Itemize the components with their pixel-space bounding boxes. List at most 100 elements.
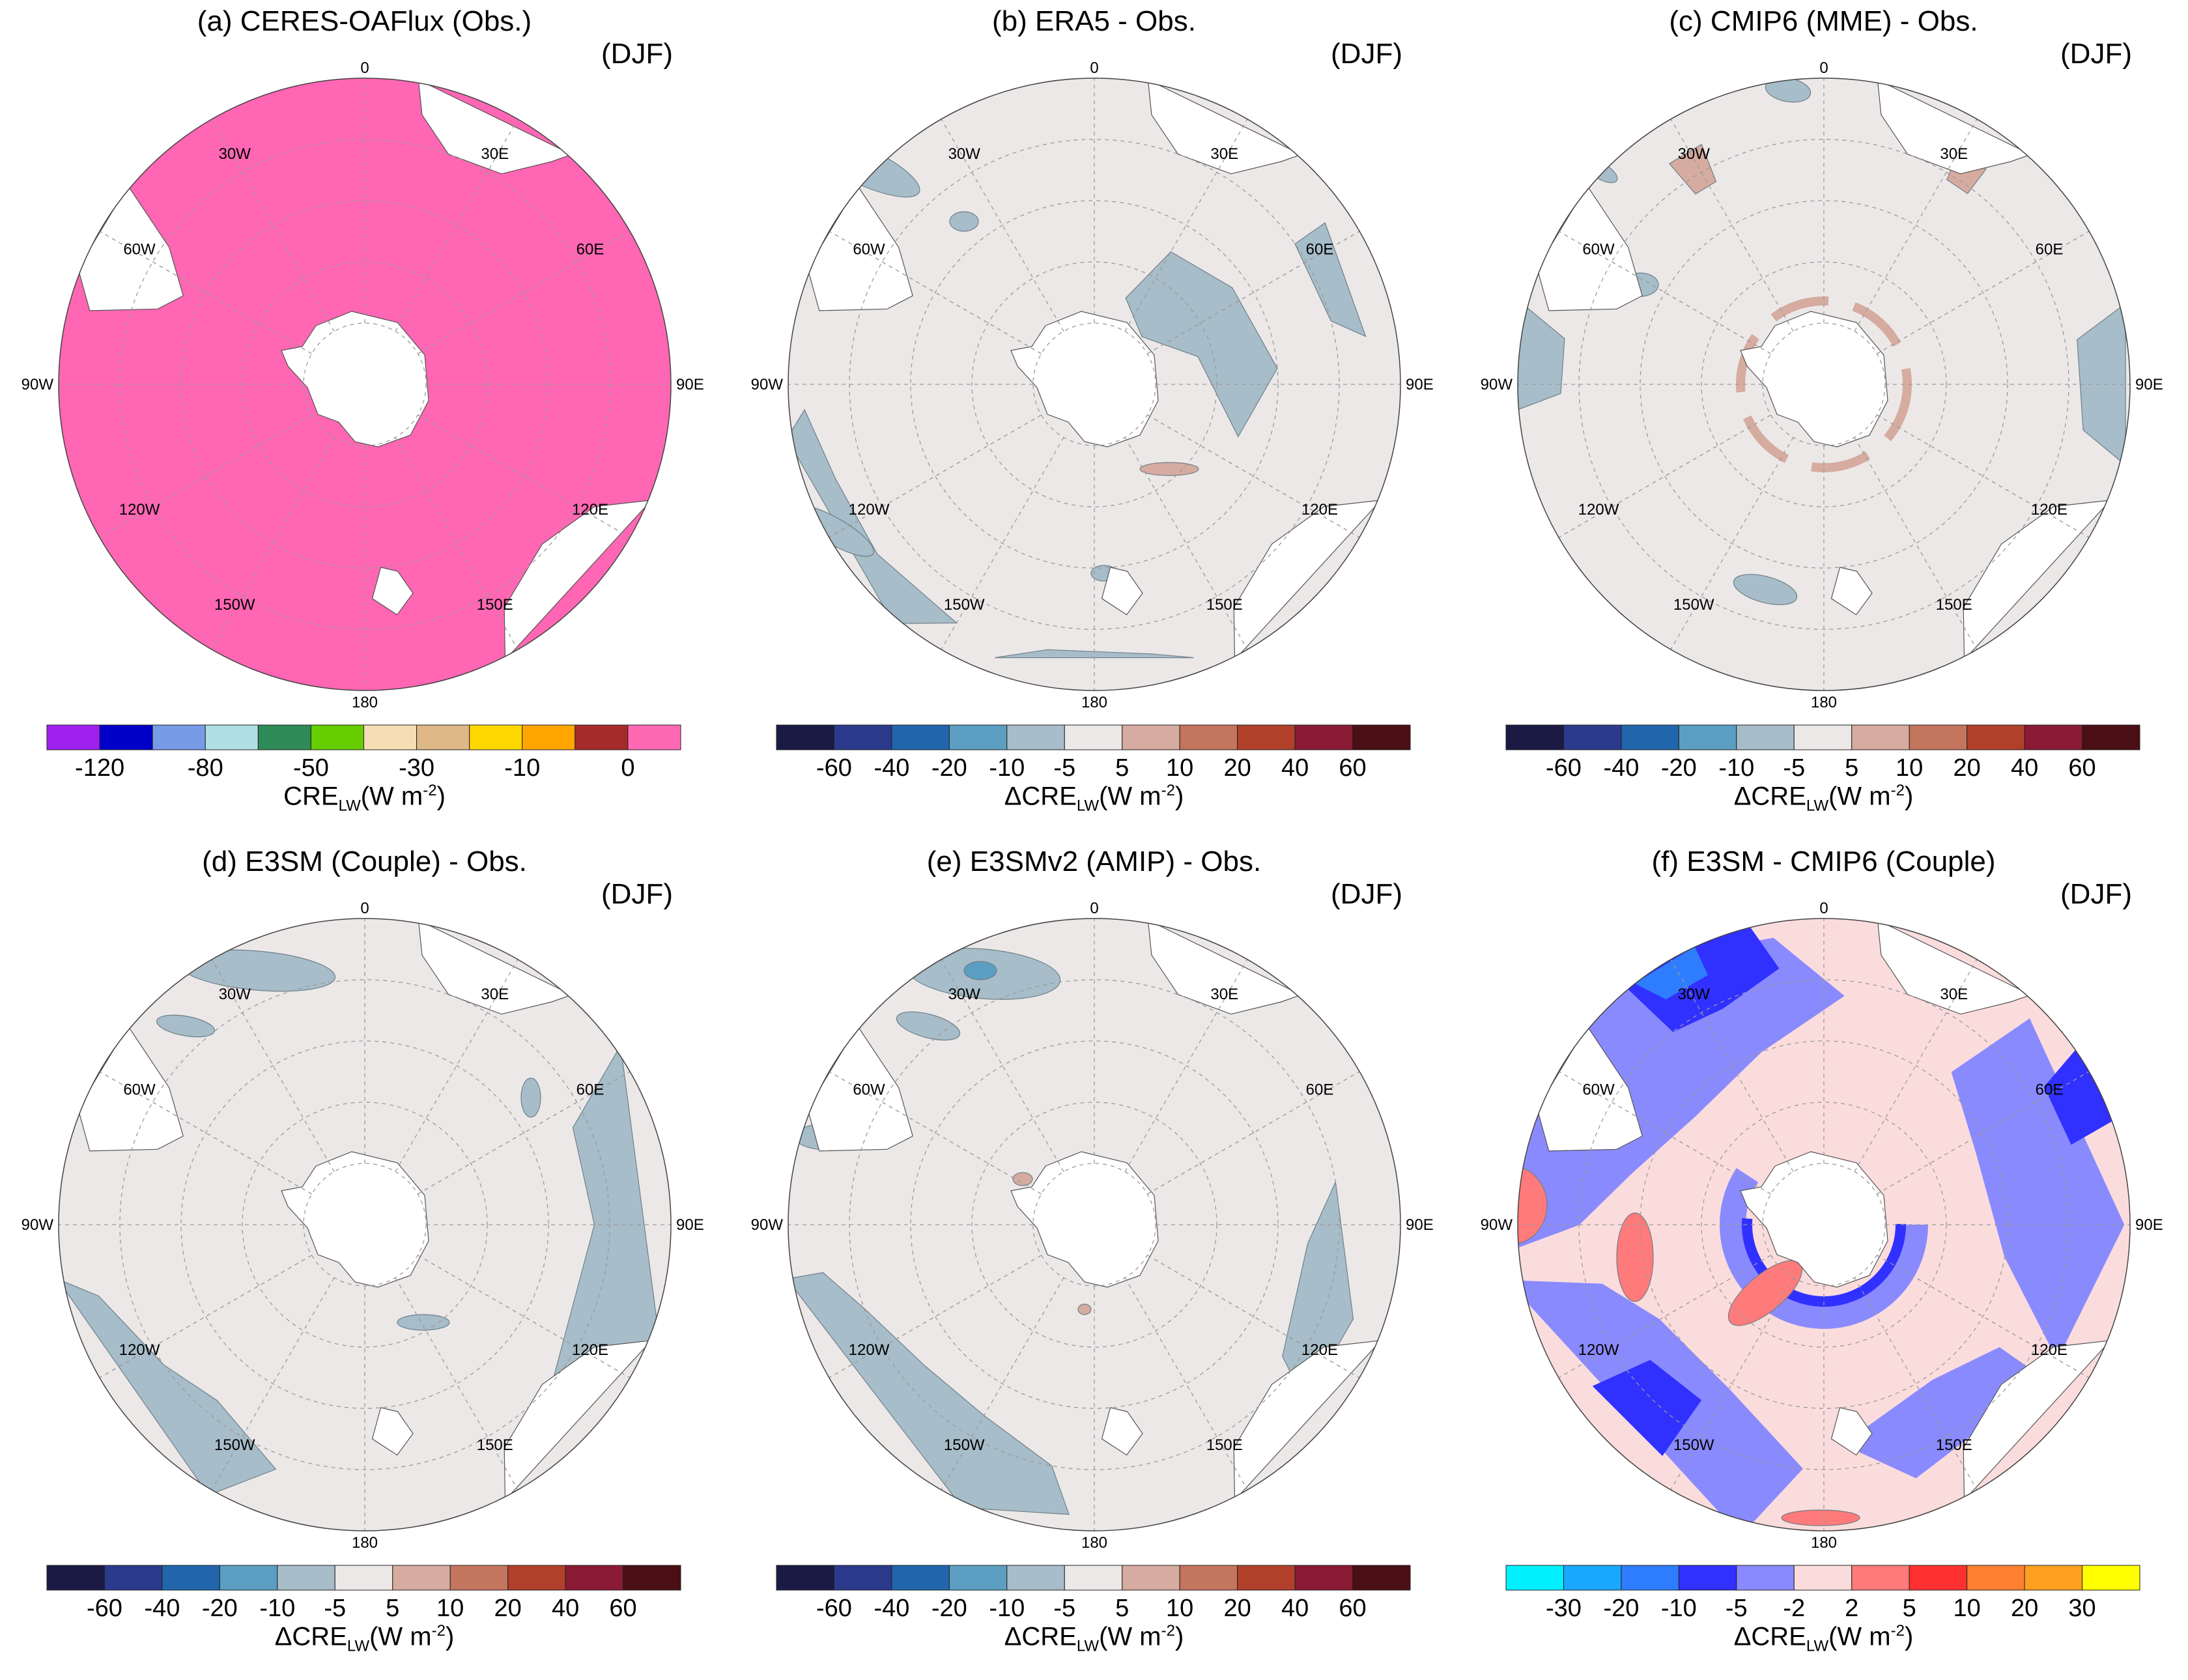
longitude-label: 30E	[1940, 145, 1968, 163]
meridian-line	[1670, 959, 1794, 1172]
longitude-label: 150E	[1206, 596, 1243, 614]
map-field	[788, 918, 1400, 1531]
meridian-line	[418, 414, 631, 538]
longitude-label: 180	[1081, 1534, 1107, 1552]
colorbar-swatch	[891, 1565, 950, 1591]
colorbar-swatch	[1621, 1565, 1679, 1591]
season-label: (DJF)	[601, 878, 673, 910]
meridian-line	[1147, 414, 1360, 538]
colorbar-tick-label: -20	[202, 1595, 238, 1622]
map-boundary	[788, 78, 1401, 691]
colorbar-tick-label: -60	[816, 754, 852, 782]
colorbar-swatch	[1006, 1565, 1065, 1591]
colorbar-swatch	[2082, 1565, 2140, 1591]
colorbar-tick-label: -5	[324, 1595, 346, 1622]
colorbar-tick-label: -60	[816, 1595, 852, 1622]
longitude-label: 60E	[576, 240, 604, 258]
meridian-line	[1124, 959, 1248, 1172]
colorbar-tick-label: 2	[1845, 1595, 1858, 1622]
colorbar-swatch	[99, 724, 153, 750]
positive-anomaly-region	[1139, 462, 1199, 476]
australia-landmass	[1963, 1340, 2112, 1502]
longitude-label: 0	[1090, 900, 1098, 917]
colorbar-tick-label: -10	[259, 1595, 295, 1622]
colorbar-tick-label: -50	[293, 754, 329, 782]
longitude-label: 90E	[1406, 376, 1434, 393]
longitude-label: 90W	[1481, 376, 1513, 393]
longitude-label: 120W	[119, 501, 160, 519]
colorbar-swatch	[1352, 1565, 1411, 1591]
latitude-circle	[910, 1040, 1279, 1409]
longitude-label: 90E	[2135, 376, 2163, 393]
colorbar-swatch	[575, 724, 629, 750]
meridian-line	[99, 414, 312, 538]
antarctica-landmass	[281, 311, 429, 448]
meridian-line	[941, 437, 1064, 650]
longitude-label: 30E	[481, 986, 509, 1003]
new-zealand-landmass	[1830, 567, 1873, 616]
negative-anomaly-region	[520, 1077, 541, 1118]
negative-anomaly-region	[1125, 251, 1278, 438]
meridian-line	[1670, 1277, 1794, 1490]
colorbar-tick-label: -10	[989, 754, 1025, 782]
colorbar-tick-label: 30	[2068, 1595, 2096, 1622]
colorbar-swatch	[1851, 1565, 1910, 1591]
australia-landmass	[504, 500, 653, 661]
longitude-label: 180	[352, 1534, 378, 1552]
colorbar-tick-label: -40	[874, 1595, 909, 1622]
meridian-line	[211, 119, 335, 332]
longitude-label: 30E	[1210, 986, 1238, 1003]
longitude-label: 60E	[2036, 240, 2064, 258]
meridian-line	[829, 231, 1042, 354]
longitude-label: 120E	[572, 1341, 608, 1359]
longitude-label: 0	[1819, 900, 1828, 917]
meridian-line	[1877, 1255, 2090, 1378]
antarctica-landmass	[1740, 1151, 1888, 1288]
colorbar-tick-label: -20	[931, 754, 967, 782]
colorbar-tick-label: -40	[874, 754, 909, 782]
colorbar-tick-label: 10	[1166, 754, 1193, 782]
antarctica-landmass	[1010, 311, 1159, 448]
colorbar-swatch	[1909, 724, 1968, 750]
meridian-line	[941, 119, 1064, 332]
panel-d: (d) E3SM (Couple) - Obs. (DJF) 0 30E 60E 90…	[0, 840, 729, 1674]
colorbar-swatch	[310, 724, 364, 750]
negative-anomaly-region	[1733, 574, 1798, 605]
colorbar-tick-label: 60	[1339, 754, 1366, 782]
meridian-line	[211, 437, 335, 650]
colorbar: -60 -40 -20 -10 -5 5 10 20 40 60	[1505, 724, 2140, 782]
panel-title: (b) ERA5 - Obs.	[992, 5, 1196, 37]
map-boundary	[58, 78, 672, 691]
colorbar-swatch	[334, 1565, 393, 1591]
latitude-circle	[242, 1102, 488, 1348]
longitude-label: 60E	[1306, 240, 1334, 258]
panel-title: (f) E3SM - CMIP6 (Couple)	[1651, 846, 1996, 877]
colorbar-tick-label: 5	[1115, 1595, 1129, 1622]
polar-map: 0 30E 60E 90E 120E 150E 180 150W 120W 90W 60W 30W	[751, 59, 1434, 711]
longitude-label: 60E	[576, 1081, 604, 1098]
longitude-label: 30W	[1678, 145, 1711, 163]
latitude-circle	[1701, 1102, 1947, 1348]
colorbar-swatch	[1294, 724, 1354, 750]
latitude-circle	[1640, 1040, 2008, 1409]
meridian-line	[1877, 414, 2090, 538]
colorbar-swatch	[1505, 1565, 1564, 1591]
meridian-line	[829, 1071, 1042, 1195]
longitude-label: 90E	[2135, 1216, 2163, 1234]
colorbar-tick-label: 40	[552, 1595, 579, 1622]
season-label: (DJF)	[1331, 38, 1402, 70]
longitude-label: 120E	[1301, 1341, 1338, 1359]
colorbar-tick-label: 10	[436, 1595, 464, 1622]
meridian-line	[1854, 437, 1978, 650]
colorbar-swatch	[565, 1565, 624, 1591]
negative-anomaly-region	[1842, 1347, 2045, 1479]
longitude-label: 150W	[214, 596, 255, 614]
meridian-line	[1124, 437, 1248, 650]
colorbar-swatch	[1563, 724, 1622, 750]
meridian-line	[941, 1277, 1064, 1490]
latitude-circle	[242, 261, 488, 507]
longitude-label: 90W	[1481, 1216, 1513, 1234]
map-boundary	[58, 918, 672, 1531]
longitude-label: 0	[360, 59, 369, 77]
meridian-line	[1124, 1277, 1248, 1490]
